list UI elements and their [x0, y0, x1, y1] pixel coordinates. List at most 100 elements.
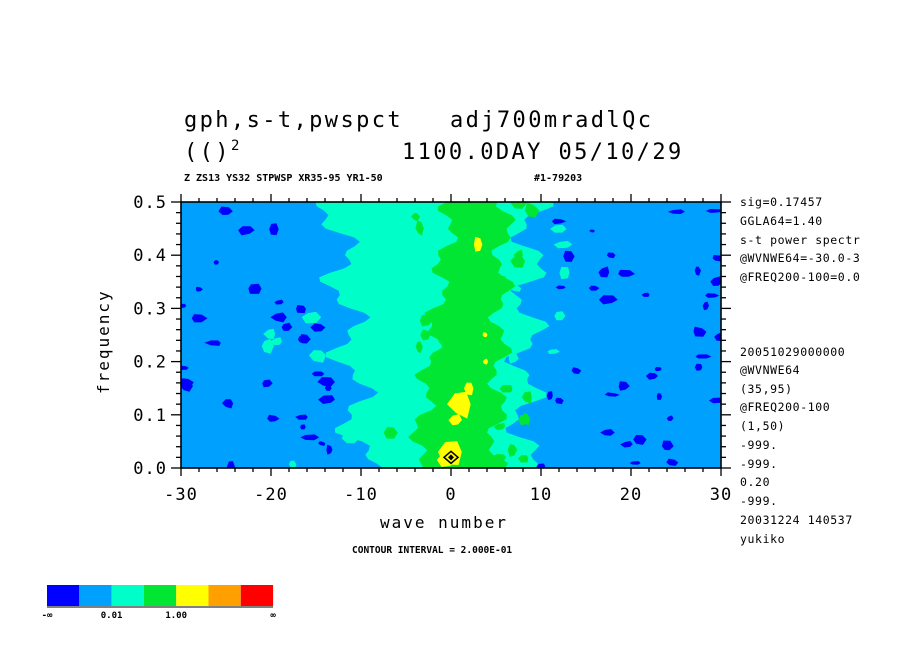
- diamond-outline: [442, 450, 460, 465]
- blue-contour: [213, 260, 219, 265]
- blue-contour: [295, 414, 308, 420]
- blue-contour: [705, 209, 721, 213]
- blue-contour: [694, 363, 703, 371]
- colorbar-swatch: [79, 585, 112, 606]
- blue-contour: [300, 424, 306, 430]
- cyan-contour: [413, 400, 422, 416]
- blue-contour: [708, 397, 721, 404]
- cyan-contour: [388, 338, 399, 349]
- blue-contour: [318, 395, 335, 404]
- cyan-contour: [323, 202, 347, 211]
- cyan-contour: [391, 287, 399, 295]
- blue-contour: [204, 340, 221, 346]
- yellow-contour: [448, 414, 462, 426]
- green-contour: [499, 385, 513, 393]
- blue-contour: [195, 286, 203, 292]
- y-tick-label: 0.0: [133, 459, 167, 479]
- blue-contour: [262, 379, 273, 388]
- origin-marker: [442, 450, 460, 465]
- blue-contour: [654, 367, 662, 372]
- blue-contour: [666, 415, 674, 421]
- blue-contour: [712, 255, 721, 262]
- blue-contour: [604, 392, 620, 397]
- colorbar-label: 1.00: [165, 611, 187, 621]
- green-contour: [446, 350, 457, 356]
- colorbar: -∞ 0.01 1.00 ∞: [42, 585, 276, 621]
- x-tick-label: -30: [164, 485, 198, 505]
- green-contour: [498, 275, 507, 281]
- cyan-contour: [392, 246, 412, 258]
- blue-contour: [191, 314, 208, 323]
- cyan-contour: [554, 311, 566, 321]
- cyan-contour: [508, 353, 519, 364]
- green-contour: [521, 391, 532, 404]
- cyan-contour: [261, 338, 274, 354]
- chart-subtitle: Z ZS13 YS32 STPWSP XR35-95 YR1-50: [184, 173, 383, 184]
- blue-contour: [666, 458, 679, 466]
- green-contour: [460, 420, 472, 430]
- blue-contour: [645, 372, 658, 380]
- colorbar-swatch: [143, 585, 177, 606]
- axis-ticks: [171, 194, 731, 476]
- blue-contour: [218, 206, 233, 215]
- side-info2-0: 20051029000000: [740, 345, 846, 359]
- cyan-contour: [365, 417, 377, 427]
- blue-contour: [546, 391, 553, 400]
- side-info2-8: -999.: [740, 494, 778, 508]
- blue-contour: [555, 397, 564, 405]
- blue-contour: [629, 461, 641, 465]
- blue-contour: [618, 269, 635, 277]
- colorbar-swatch: [240, 585, 274, 606]
- green-contour: [523, 412, 531, 426]
- yellow-contour: [464, 382, 474, 396]
- green-contour: [507, 444, 518, 457]
- cyan-contour: [351, 282, 362, 293]
- blue-contour: [555, 285, 566, 290]
- yellow-contour: [482, 332, 488, 337]
- blue-contour: [667, 209, 685, 214]
- chart-title-line2: (()2: [184, 138, 242, 165]
- cyan-contour: [422, 220, 443, 231]
- blue-contour: [311, 371, 325, 377]
- blue-contour: [248, 283, 262, 294]
- run-id: #1-79203: [534, 173, 583, 184]
- blue-contour: [571, 367, 582, 375]
- y-tick-label: 0.5: [133, 193, 167, 213]
- cyan-contour: [270, 337, 282, 346]
- x-tick-label: 10: [530, 485, 552, 505]
- cyan-contour: [308, 350, 326, 363]
- blue-contour: [656, 393, 662, 400]
- x-axis-label: wave number: [380, 513, 508, 532]
- side-info2-7: 0.20: [740, 475, 771, 489]
- side-info2-10: yukiko: [740, 532, 786, 546]
- blue-contour: [281, 322, 293, 331]
- x-tick-label: -10: [344, 485, 378, 505]
- cyan-contour: [289, 460, 297, 468]
- chart-title: gph,s-t,pwspct adj700mradlQc: [184, 108, 654, 133]
- blue-contour: [694, 266, 701, 276]
- side-info2-3: @FREQ200-100: [740, 400, 831, 414]
- cyan-contour: [559, 266, 570, 280]
- blue-contour: [310, 323, 326, 332]
- contour-interval: CONTOUR INTERVAL = 2.000E-01: [352, 545, 513, 556]
- blue-contour: [300, 434, 320, 441]
- colorbar-label: -∞: [42, 611, 53, 621]
- green-contour: [510, 255, 526, 268]
- cyan-contour: [508, 306, 520, 320]
- colorbar-swatch: [208, 585, 241, 606]
- green-contour: [492, 453, 507, 460]
- blue-contour: [270, 312, 287, 323]
- blue-contour: [226, 461, 235, 468]
- y-tick-label: 0.3: [133, 299, 167, 319]
- blue-contour: [181, 365, 189, 370]
- side-info-1: GGLA64=1.40: [740, 214, 823, 228]
- side-info2-1: @WVNWE64: [740, 363, 801, 377]
- cyan-contour: [349, 220, 364, 234]
- chart-title-date: 1100.0DAY 05/10/29: [402, 140, 684, 165]
- green-contour: [410, 213, 421, 222]
- green-contour: [439, 333, 453, 347]
- cyan-contour: [372, 291, 394, 302]
- side-info-0: sig=0.17457: [740, 195, 823, 209]
- green-contour: [510, 202, 527, 209]
